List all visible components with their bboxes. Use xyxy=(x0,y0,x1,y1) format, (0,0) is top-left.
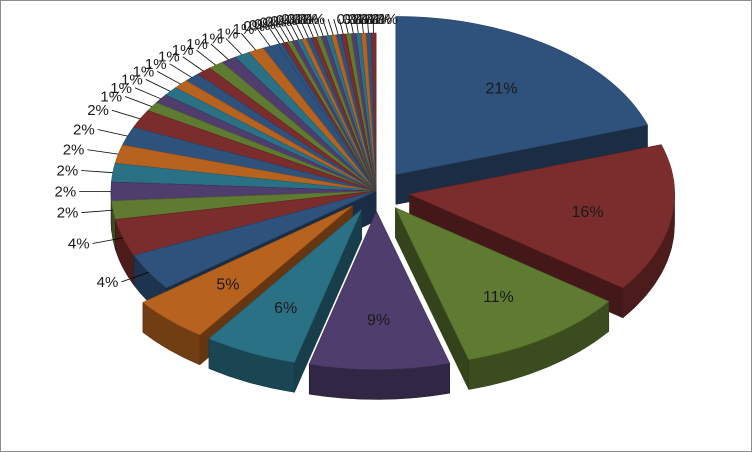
data-label: 21% xyxy=(485,80,517,97)
data-label: 0% xyxy=(376,11,398,28)
data-label: 0% xyxy=(243,18,265,35)
leader-line xyxy=(124,96,153,108)
leader-line xyxy=(283,22,295,41)
leader-line xyxy=(111,109,141,120)
leader-line xyxy=(333,18,339,35)
leader-line xyxy=(361,18,364,34)
data-label: 0% xyxy=(303,11,325,28)
data-label: 6% xyxy=(274,300,297,317)
leader-line xyxy=(157,71,181,85)
leader-line xyxy=(182,56,204,72)
leader-line xyxy=(81,170,113,174)
leader-line xyxy=(97,129,128,137)
data-label: 2% xyxy=(57,162,79,179)
data-label: 2% xyxy=(57,205,79,222)
data-label: 0% xyxy=(259,15,281,32)
leader-line xyxy=(81,209,114,213)
leader-line xyxy=(145,79,171,92)
leader-line xyxy=(316,18,324,37)
data-label: 1% xyxy=(121,71,143,88)
data-label: 0% xyxy=(359,11,381,28)
data-label: 4% xyxy=(68,235,90,252)
leader-line xyxy=(344,18,349,34)
data-label: 0% xyxy=(281,11,303,28)
leader-line xyxy=(196,49,216,66)
data-label: 1% xyxy=(100,89,122,106)
leader-line xyxy=(355,18,359,34)
data-label: 9% xyxy=(367,312,390,329)
data-label: 0% xyxy=(365,11,387,28)
data-label: 0% xyxy=(337,11,359,28)
leader-line xyxy=(92,237,123,244)
data-label: 0% xyxy=(287,11,309,28)
leader-line xyxy=(87,149,119,155)
data-label: 0% xyxy=(249,17,271,34)
leader-line xyxy=(267,25,281,45)
leader-line xyxy=(225,38,243,56)
data-label: 0% xyxy=(348,11,370,28)
pie-slice xyxy=(208,208,362,393)
data-label: 2% xyxy=(73,122,95,139)
leader-line xyxy=(273,24,285,43)
data-label: 0% xyxy=(298,11,320,28)
leader-line xyxy=(338,18,344,35)
leader-line xyxy=(294,20,304,40)
data-label: 1% xyxy=(201,30,223,47)
data-label: 4% xyxy=(97,274,119,291)
data-label: 5% xyxy=(216,276,239,293)
leader-line xyxy=(169,63,192,78)
leader-line xyxy=(289,21,300,41)
data-label: 1% xyxy=(158,49,180,66)
data-label: 1% xyxy=(110,80,132,97)
data-label: 1% xyxy=(133,63,155,80)
pie-slice xyxy=(394,207,610,390)
leader-line xyxy=(322,18,329,36)
data-label: 0% xyxy=(342,11,364,28)
leader-line xyxy=(257,28,271,47)
leader-line xyxy=(300,19,309,39)
data-label: 0% xyxy=(254,16,276,33)
leader-line xyxy=(311,18,319,37)
data-label: 1% xyxy=(172,42,194,59)
data-label: 11% xyxy=(483,289,514,306)
data-label: 16% xyxy=(572,204,604,221)
leader-line xyxy=(367,18,369,34)
data-label: 0% xyxy=(371,11,393,28)
data-label: 0% xyxy=(265,14,287,31)
leader-line xyxy=(305,18,314,38)
leader-line xyxy=(327,18,334,36)
leader-line xyxy=(278,23,290,42)
data-label: 2% xyxy=(87,102,109,119)
data-label: 0% xyxy=(270,13,292,30)
leader-line xyxy=(241,33,257,51)
leader-line xyxy=(350,18,354,34)
leader-line xyxy=(121,271,149,283)
data-label: 2% xyxy=(63,142,85,159)
leader-line xyxy=(210,43,229,61)
data-label: 1% xyxy=(233,21,255,38)
data-label: 0% xyxy=(276,12,298,29)
data-label: 1% xyxy=(217,25,239,42)
data-label: 0% xyxy=(354,11,376,28)
data-label: 1% xyxy=(145,56,167,73)
data-label: 1% xyxy=(186,36,208,53)
data-label: 0% xyxy=(292,11,314,28)
pie-slice xyxy=(308,210,451,400)
data-label: 2% xyxy=(55,184,77,201)
leader-line xyxy=(134,87,161,100)
